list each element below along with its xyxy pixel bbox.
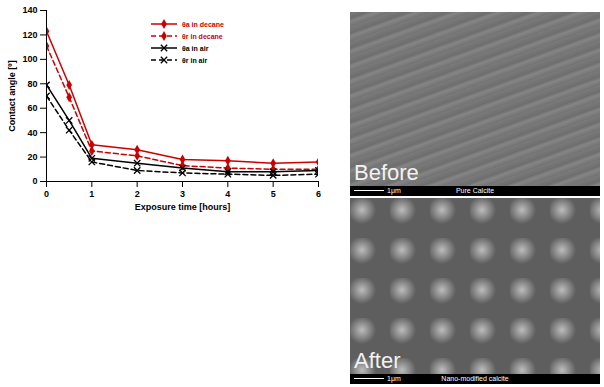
html-text:θr in decane: θr in decane [182, 32, 223, 40]
svg-text:20: 20 [27, 152, 37, 162]
svg-text:40: 40 [27, 128, 37, 138]
svg-text:80: 80 [27, 79, 37, 89]
html-text:Before: Before [354, 160, 419, 185]
html-text:θa in decane: θa in decane [182, 20, 224, 28]
html-text:1μm: 1μm [387, 375, 401, 382]
svg-text:0: 0 [44, 189, 49, 199]
svg-text:100: 100 [22, 54, 37, 64]
svg-text:1: 1 [89, 189, 94, 199]
svg-text:Contact angle [º]: Contact angle [º] [7, 60, 17, 131]
svg-text:140: 140 [22, 5, 37, 15]
html-text:θa in air: θa in air [182, 44, 209, 52]
html-text:After: After [354, 348, 401, 373]
svg-text:60: 60 [27, 103, 37, 113]
svg-text:4: 4 [225, 189, 230, 199]
svg-text:120: 120 [22, 30, 37, 40]
svg-text:3: 3 [180, 189, 185, 199]
svg-text:2: 2 [135, 189, 140, 199]
html-text:1μm: 1μm [387, 187, 401, 194]
html-text:Pure Calcite: Pure Calcite [455, 187, 495, 194]
svg-text:5: 5 [271, 189, 276, 199]
html-text:θr in air: θr in air [182, 56, 208, 64]
svg-text:6: 6 [316, 189, 321, 199]
svg-text:0: 0 [32, 176, 37, 186]
svg-text:Exposure time [hours]: Exposure time [hours] [135, 202, 231, 212]
html-text:Nano-modified calcite: Nano-modified calcite [441, 375, 509, 382]
